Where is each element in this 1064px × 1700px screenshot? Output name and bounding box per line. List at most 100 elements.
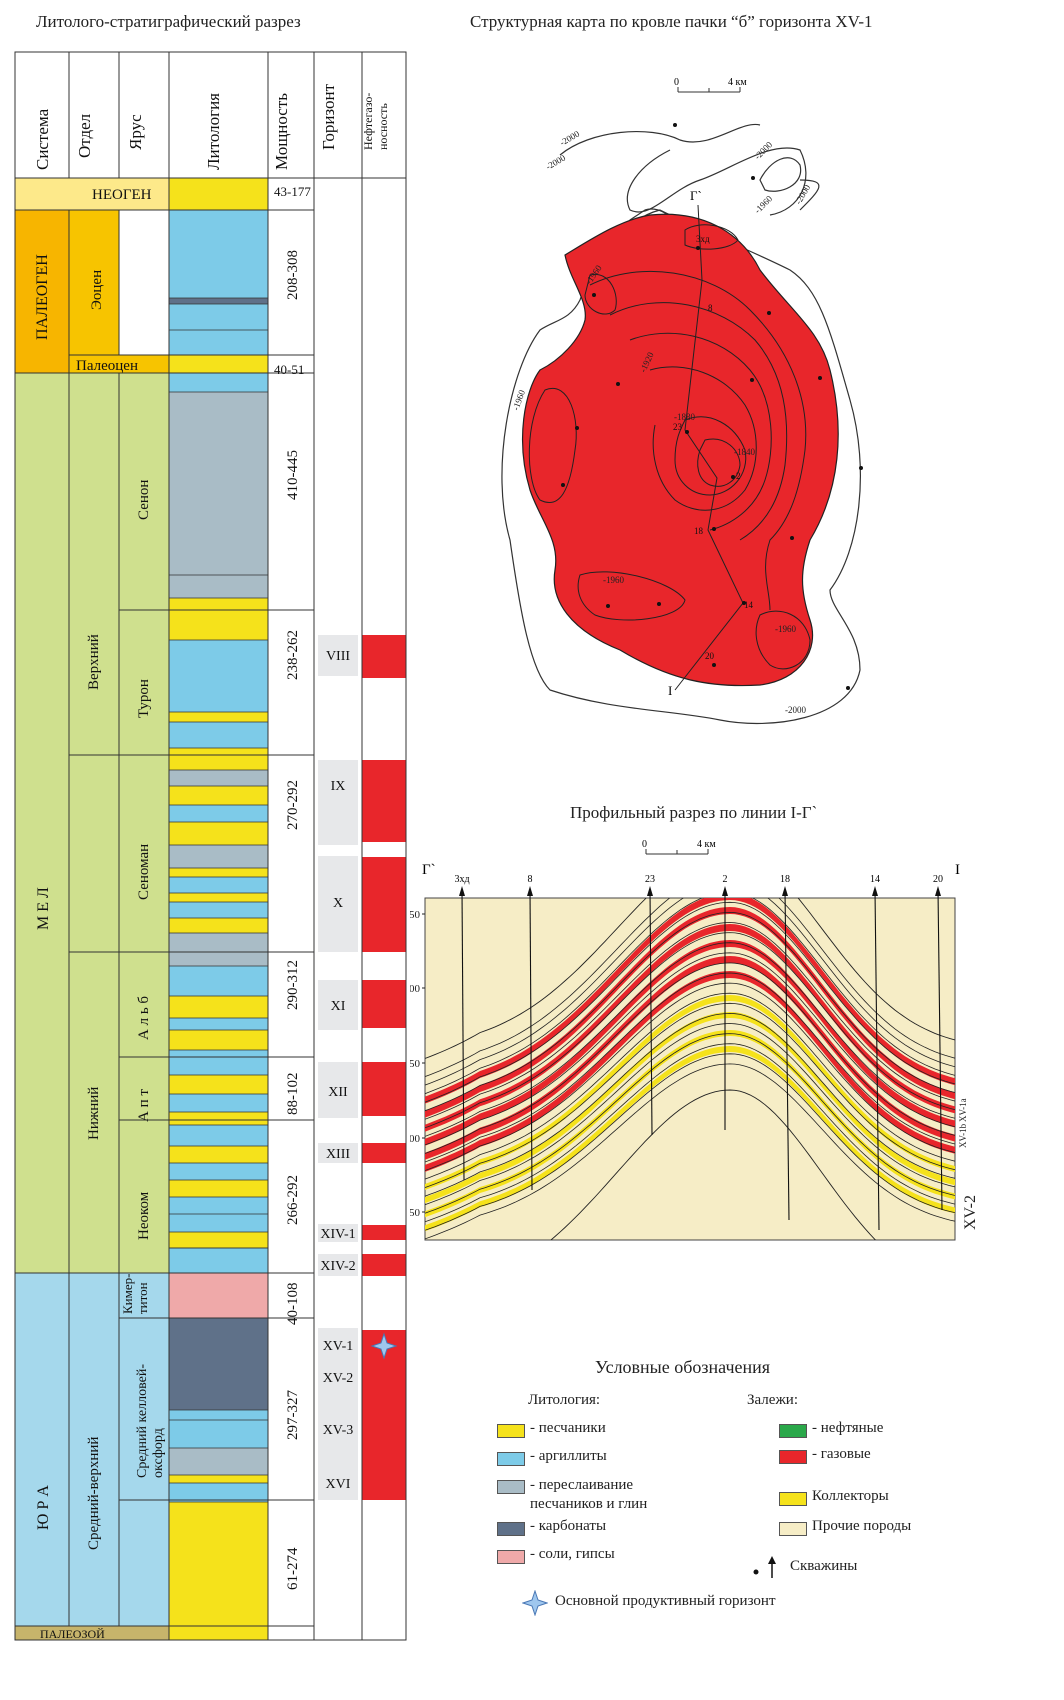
lithology-band-arg xyxy=(169,1125,268,1146)
profile-end-i: I xyxy=(955,862,960,878)
profile-scale-bar xyxy=(645,849,709,855)
contour-label: -1960 xyxy=(752,193,774,215)
map-well-label: 23 xyxy=(673,422,683,432)
horizon-box-xiii xyxy=(318,1143,358,1163)
thickness-label: 40-51 xyxy=(274,362,304,377)
horizon-box-xv2 xyxy=(318,1361,358,1392)
column-grid xyxy=(14,51,407,1641)
contour-label: -2000 xyxy=(544,152,568,171)
horizon-label: VIII xyxy=(326,649,350,664)
legend-gas: - газовые xyxy=(812,1446,871,1462)
profile-section: 0 4 км -1850 -1900 -1950 -2000 -2050 3хд 8 23 2… xyxy=(410,839,979,1241)
horizon-box-xv1 xyxy=(318,1328,358,1361)
lower-label: Нижний xyxy=(86,1087,102,1140)
gas-xiv1 xyxy=(362,1225,406,1240)
horizon-line xyxy=(425,898,955,1086)
mel-band xyxy=(15,373,169,1273)
lithology-band-salt xyxy=(169,1273,268,1318)
lithology-band-arg xyxy=(169,1018,268,1030)
well-arrow-icon xyxy=(722,886,728,896)
lithology-band-sand xyxy=(169,822,268,845)
contour-label: -2000 xyxy=(558,128,582,147)
thickness-label: 410-445 xyxy=(285,450,301,500)
lithology-band-sand xyxy=(169,1232,268,1248)
profile-scale-4km: 4 км xyxy=(697,839,716,850)
horizon-line xyxy=(425,992,955,1180)
map-line-end-g: Г` xyxy=(690,188,702,203)
legend-other-swatch xyxy=(779,1522,807,1536)
eocene-blank xyxy=(119,210,169,355)
horizon-label: XV-3 xyxy=(323,1423,354,1438)
thickness-label: 297-327 xyxy=(285,1390,301,1440)
horizon-box-xv3 xyxy=(318,1392,358,1466)
apt-label: А п т xyxy=(136,1089,152,1122)
lithology-band-sand xyxy=(169,1075,268,1094)
legend-main: Основной продуктивный горизонт xyxy=(555,1593,776,1609)
thickness-label: 270-292 xyxy=(285,780,301,830)
horizon-label: XVI xyxy=(326,1477,351,1492)
y-tick-label: -1900 xyxy=(410,983,420,995)
side-label-xv1b: XV-1b xyxy=(958,1123,968,1148)
well-arrow-icon xyxy=(527,886,533,896)
contour-label: -1840 xyxy=(734,447,755,457)
horizon-box-xi xyxy=(318,980,358,1030)
gas-xiii xyxy=(362,1143,406,1163)
map-scale-bar xyxy=(677,87,741,93)
neogen-band xyxy=(15,178,169,210)
lithology-band-inter xyxy=(169,392,268,575)
lithology-band-arg xyxy=(169,1214,268,1232)
thickness-label: 290-312 xyxy=(285,960,301,1010)
lithology-band-sand xyxy=(169,868,268,877)
horizon-line xyxy=(425,1023,955,1206)
oilgas-column xyxy=(362,635,406,1500)
header-system: Система xyxy=(33,108,52,170)
horizon-line xyxy=(425,1012,955,1197)
midupper-label: Средний-верхний xyxy=(86,1437,102,1550)
horizon-line xyxy=(425,1053,955,1231)
thickness-column xyxy=(268,178,314,1640)
map-inner-contours xyxy=(528,224,811,670)
header-thick: Мощность xyxy=(272,93,291,170)
base-line xyxy=(550,1089,877,1240)
alb-label: А л ь б xyxy=(136,996,152,1040)
lithology-band-arg xyxy=(169,1420,268,1448)
gas-xi xyxy=(362,980,406,1028)
legend-deposit-title: Залежи: xyxy=(747,1392,799,1408)
lithology-band-sand xyxy=(169,712,268,722)
side-label-xv1a: XV-1a xyxy=(958,1098,968,1122)
map-well-label: 20 xyxy=(705,651,715,661)
thickness-label: 208-308 xyxy=(285,250,301,300)
map-title: Структурная карта по кровле пачки “б” го… xyxy=(470,12,873,31)
structure-map: 0 4 км -2000 -2000 -2000 -1960 -2000 -19… xyxy=(501,77,863,725)
horizon-box-x xyxy=(318,856,358,952)
legend-oil: - нефтяные xyxy=(812,1420,884,1436)
gas-deposit-area xyxy=(521,213,839,687)
horizon-line xyxy=(425,1063,955,1240)
lithology-band-sand xyxy=(169,1626,268,1640)
profile-scale-0: 0 xyxy=(642,839,647,850)
thickness-label: 40-108 xyxy=(285,1283,301,1326)
well-icon xyxy=(753,1556,776,1578)
thickness-label: 61-274 xyxy=(285,1547,301,1590)
horizon-label: X xyxy=(333,896,343,911)
profile-well-label: 2 xyxy=(723,874,728,885)
horizon-line xyxy=(425,972,955,1163)
well-trace xyxy=(529,889,533,1191)
gas-viii xyxy=(362,635,406,678)
lithology-band-arg xyxy=(169,966,268,996)
lithology-band-inter xyxy=(169,845,268,868)
horizon-label: XIII xyxy=(326,1147,350,1162)
lithology-band-arg xyxy=(169,1050,268,1075)
profile-well-label: 8 xyxy=(528,874,533,885)
lithology-band-sand xyxy=(169,1146,268,1163)
kimer-label: Кимер-титон xyxy=(120,1274,150,1314)
legend-title: Условные обозначения xyxy=(595,1357,771,1377)
paleozoic-band xyxy=(15,1626,169,1640)
strat-title: Литолого-стратиграфический разрез xyxy=(36,12,301,31)
contour-label: -2000 xyxy=(785,705,806,715)
horizon-line xyxy=(425,1033,955,1214)
lithology-band-arg xyxy=(169,722,268,748)
map-well-label: 8 xyxy=(708,303,713,313)
legend-coll: Коллекторы xyxy=(812,1488,889,1504)
